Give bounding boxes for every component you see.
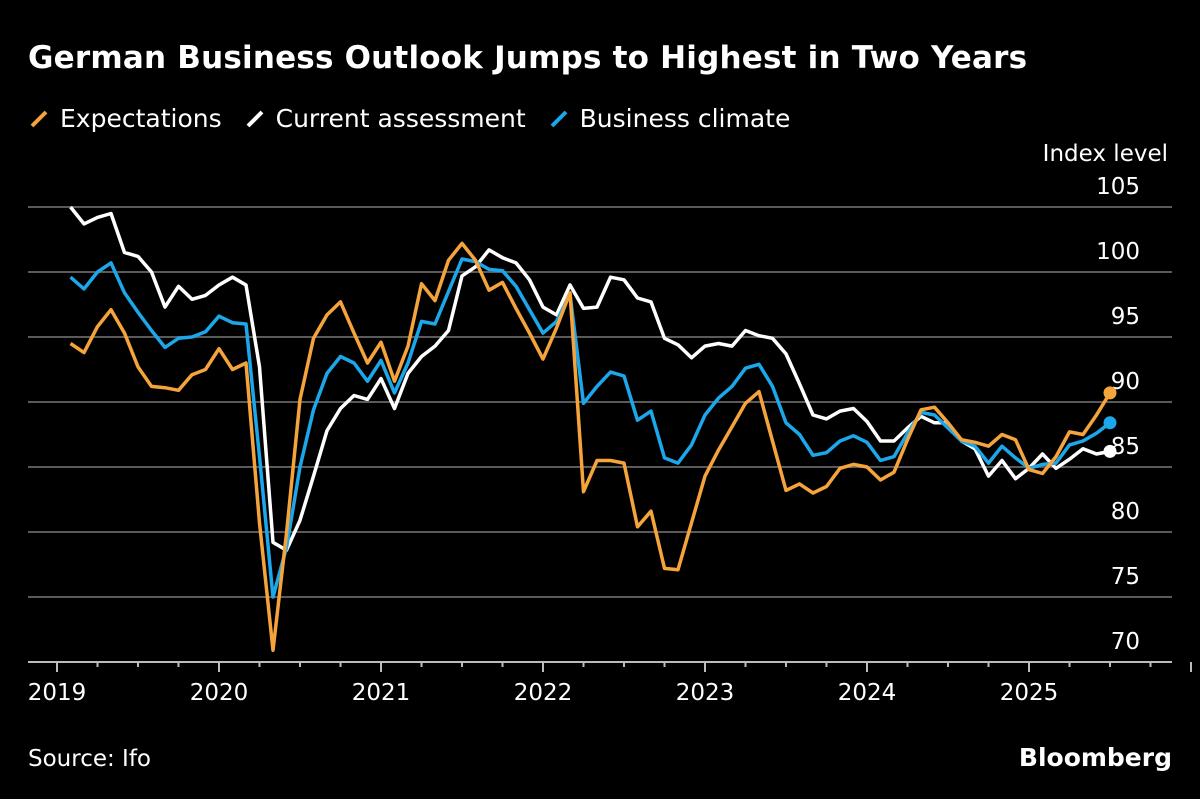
x-tick-label: 2021	[352, 680, 411, 706]
source-note: Source: Ifo	[28, 746, 152, 772]
x-tick-label: 2022	[514, 680, 573, 706]
y-tick-label: 85	[1111, 434, 1140, 460]
legend-item-current-assessment: Current assessment	[244, 104, 526, 133]
series-line-current-assessment	[69, 205, 1111, 552]
legend-swatch-current-assessment	[246, 110, 264, 127]
legend-item-business-climate: Business climate	[548, 104, 791, 133]
legend-label: Business climate	[579, 104, 791, 133]
chart-title: German Business Outlook Jumps to Highest…	[28, 40, 1028, 76]
y-tick-label: 70	[1111, 629, 1140, 655]
series-lines	[69, 205, 1117, 653]
series-line-expectations	[69, 241, 1112, 653]
x-tick-label: 2023	[676, 680, 735, 706]
bloomberg-logo: Bloomberg	[1018, 743, 1172, 772]
x-tick-label: 2019	[28, 680, 87, 706]
gridlines	[28, 206, 1172, 663]
y-axis-label: Index level	[1043, 141, 1168, 167]
legend-swatch-expectations	[30, 110, 48, 127]
legend-item-expectations: Expectations	[28, 104, 222, 133]
x-tick-label: 2024	[838, 680, 897, 706]
end-point-expectations	[1103, 386, 1117, 400]
y-tick-label: 105	[1096, 174, 1140, 200]
y-tick-label: 80	[1111, 499, 1140, 525]
series-line-business-climate	[69, 257, 1112, 599]
y-tick-label: 75	[1111, 564, 1140, 590]
x-axis-ticks: 2019 2020 2021 2022 2023 2024 2025	[28, 662, 1192, 706]
legend-label: Current assessment	[275, 104, 526, 133]
legend-label: Expectations	[60, 104, 222, 133]
legend: Expectations Current assessment Business…	[28, 104, 790, 133]
x-tick-label: 2025	[1000, 680, 1059, 706]
x-tick-label: 2020	[190, 680, 249, 706]
end-point-current-assessment	[1103, 444, 1117, 458]
end-point-business-climate	[1103, 416, 1117, 430]
y-tick-label: 100	[1096, 239, 1140, 265]
y-tick-label: 95	[1111, 304, 1140, 330]
legend-swatch-business-climate	[550, 110, 568, 127]
